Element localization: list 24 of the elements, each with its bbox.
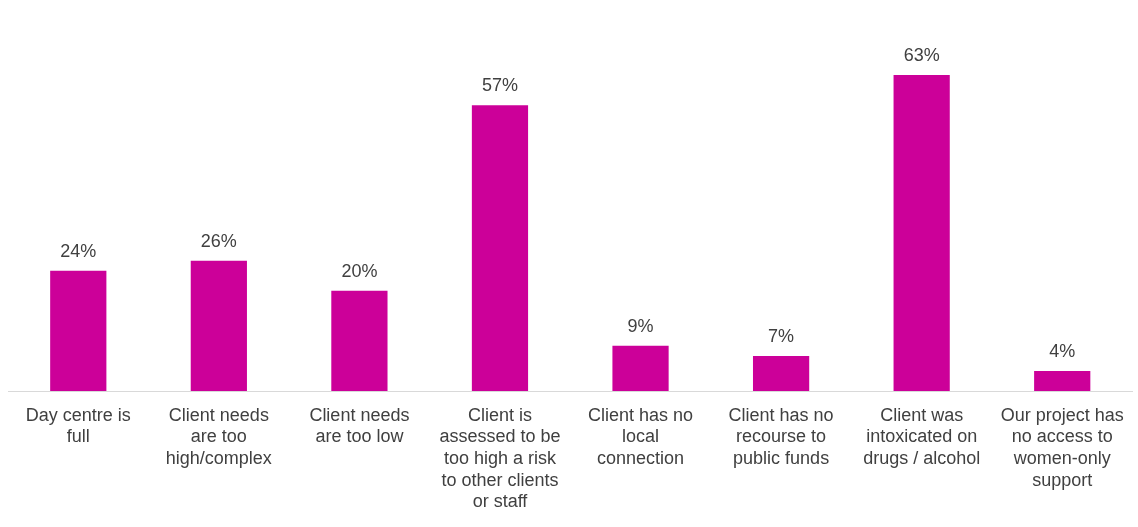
data-label: 24% — [60, 240, 97, 261]
bar — [471, 105, 529, 391]
x-tick-label: Client has no recourse to public funds — [728, 404, 834, 468]
data-label: 57% — [481, 75, 518, 96]
x-tick-label: Client was intoxicated on drugs / alcohol — [863, 404, 981, 468]
bar — [612, 345, 669, 391]
data-label: 9% — [627, 315, 654, 336]
data-label: 26% — [200, 230, 237, 251]
bar — [1034, 370, 1091, 391]
bar — [331, 290, 388, 391]
x-tick-label: Client is assessed to be too high a risk to other clients or staff — [439, 404, 561, 512]
x-tick-label: Day centre is full — [25, 404, 131, 447]
x-tick-label: Our project has no access to women-only support — [1000, 404, 1124, 490]
bar — [752, 355, 810, 391]
data-label: 4% — [1049, 340, 1076, 361]
data-label: 63% — [903, 45, 940, 66]
bar — [893, 75, 950, 391]
bar — [190, 260, 247, 391]
data-label: 20% — [341, 260, 378, 281]
bar — [50, 270, 107, 391]
x-tick-label: Client has no local connection — [587, 404, 694, 468]
data-label: 7% — [768, 325, 795, 346]
x-tick-label: Client needs are too high/complex — [165, 404, 272, 468]
x-tick-label: Client needs are too low — [309, 404, 410, 447]
